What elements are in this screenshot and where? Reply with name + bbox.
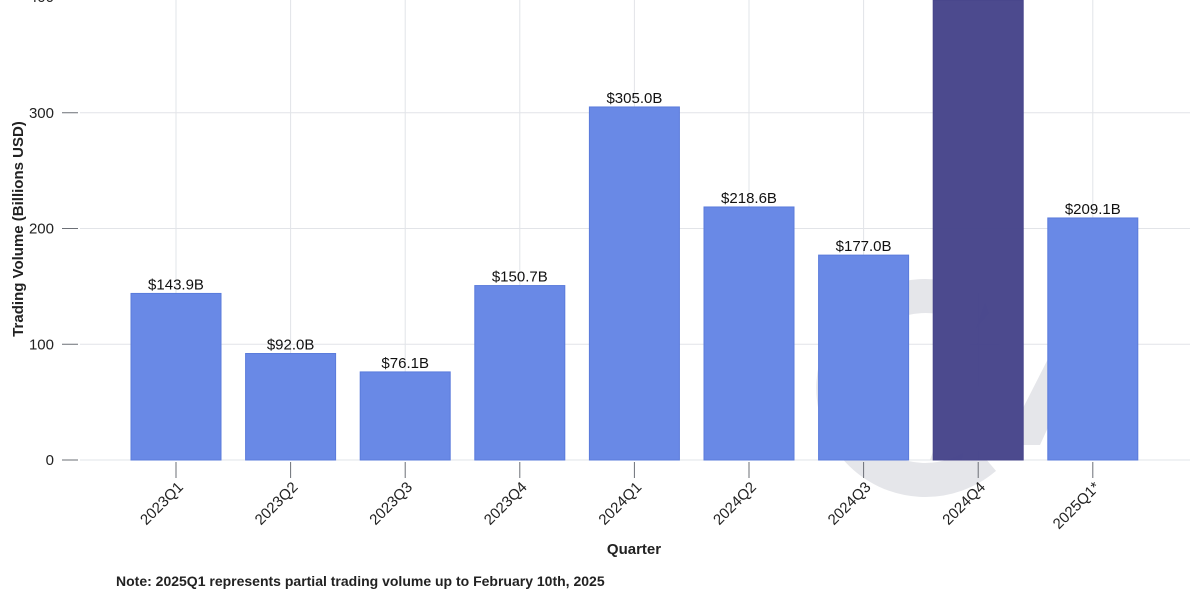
x-tick-label: 2023Q4: [481, 479, 531, 529]
bar-2023Q3: [359, 371, 451, 461]
bar-2025Q1: [1047, 217, 1139, 461]
data-label: $76.1B: [381, 355, 429, 372]
y-tick-label: 0: [46, 452, 54, 469]
bar-2024Q1: [588, 106, 680, 461]
x-tick-label: 2024Q2: [710, 479, 760, 529]
x-tick-label: 2024Q3: [825, 479, 875, 529]
y-tick-label: 400: [29, 0, 54, 6]
bar-2024Q4: [932, 0, 1024, 461]
x-tick-label: 2023Q1: [137, 479, 187, 529]
bar-2024Q2: [703, 206, 795, 461]
data-label: $150.7B: [492, 269, 548, 286]
data-label: $92.0B: [267, 337, 315, 354]
bar-2023Q2: [245, 353, 337, 461]
data-label: $218.6B: [721, 190, 777, 207]
bars-layer: [130, 0, 1139, 461]
x-tick-label: 2025Q1*: [1050, 479, 1104, 533]
x-tick-label: 2023Q2: [252, 479, 302, 529]
data-label: $177.0B: [836, 238, 892, 255]
bar-2023Q4: [474, 285, 566, 461]
bar-2023Q1: [130, 292, 222, 461]
footnote: Note: 2025Q1 represents partial trading …: [116, 573, 605, 589]
data-label: $305.0B: [606, 90, 662, 107]
bar-2024Q3: [818, 254, 910, 461]
x-tick-label: 2024Q1: [595, 479, 645, 529]
y-tick-label: 100: [29, 336, 54, 353]
x-axis-title: Quarter: [607, 541, 661, 558]
data-label: $209.1B: [1065, 201, 1121, 218]
y-tick-label: 200: [29, 221, 54, 238]
data-labels-layer: $143.9B $92.0B $76.1B $150.7B $305.0B $218.6B…: [148, 90, 1121, 372]
data-label: $143.9B: [148, 276, 204, 293]
y-axis-title: Trading Volume (Billions USD): [10, 121, 27, 337]
x-tick-label: 2023Q3: [366, 479, 416, 529]
y-tick-label: 300: [29, 105, 54, 122]
